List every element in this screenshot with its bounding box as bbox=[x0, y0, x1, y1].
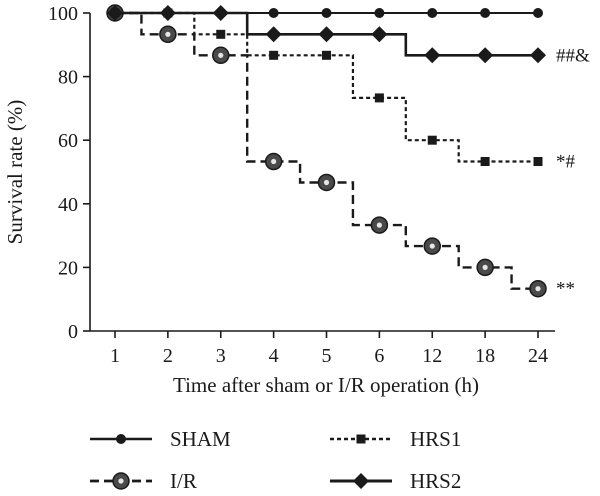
data-point-i-r-center bbox=[271, 159, 276, 164]
legend-marker-hrs1 bbox=[357, 435, 366, 444]
y-tick-label: 100 bbox=[48, 3, 78, 25]
data-point-i-r-center bbox=[377, 223, 382, 228]
x-tick-label: 18 bbox=[475, 345, 495, 367]
y-axis-title: Survival rate (%) bbox=[3, 100, 27, 245]
data-point-i-r-center bbox=[218, 53, 223, 58]
y-tick-label: 60 bbox=[58, 130, 78, 152]
data-point-sham bbox=[427, 8, 437, 18]
significance-label-hrs1: *# bbox=[556, 152, 576, 173]
y-tick-label: 80 bbox=[58, 67, 78, 89]
legend-label-i-r: I/R bbox=[170, 469, 197, 493]
legend: SHAM HRS1 I/R HRS2 bbox=[90, 427, 461, 493]
data-point-hrs1 bbox=[375, 93, 384, 102]
data-point-sham bbox=[533, 8, 543, 18]
data-point-i-r-center bbox=[165, 32, 170, 37]
x-tick-label: 1 bbox=[110, 345, 120, 367]
data-point-hrs2 bbox=[371, 26, 387, 42]
legend-label-sham: SHAM bbox=[170, 427, 231, 451]
data-point-hrs2 bbox=[424, 47, 440, 63]
data-point-i-r-center bbox=[430, 243, 435, 248]
x-tick-label: 4 bbox=[269, 345, 279, 367]
x-tick-label: 5 bbox=[322, 345, 332, 367]
data-point-hrs1 bbox=[269, 51, 278, 60]
data-point-sham bbox=[269, 8, 279, 18]
data-point-i-r-center bbox=[535, 286, 540, 291]
data-point-hrs2 bbox=[477, 47, 493, 63]
legend-marker-i-r-center bbox=[118, 478, 123, 483]
legend-marker-hrs2 bbox=[353, 473, 369, 489]
data-point-hrs1 bbox=[322, 51, 331, 60]
x-tick-label: 6 bbox=[374, 345, 384, 367]
data-point-sham bbox=[374, 8, 384, 18]
survival-chart: 0204060801001 2 3 4 5 6 12 18 24***###& Survival… bbox=[0, 0, 600, 496]
data-point-sham bbox=[216, 8, 226, 18]
x-axis-title: Time after sham or I/R operation (h) bbox=[173, 373, 479, 397]
data-point-i-r-center bbox=[483, 265, 488, 270]
data-point-hrs1 bbox=[428, 136, 437, 145]
x-tick-label: 3 bbox=[216, 345, 226, 367]
data-point-i-r-center bbox=[324, 180, 329, 185]
y-tick-label: 0 bbox=[68, 321, 78, 343]
x-tick-label: 24 bbox=[528, 345, 548, 367]
data-point-hrs1 bbox=[216, 30, 225, 39]
data-point-sham bbox=[480, 8, 490, 18]
x-tick-label: 12 bbox=[422, 345, 442, 367]
significance-label-i-r: ** bbox=[556, 279, 575, 300]
y-tick-label: 40 bbox=[58, 194, 78, 216]
y-tick-label: 20 bbox=[58, 257, 78, 279]
data-point-hrs2 bbox=[530, 47, 546, 63]
data-point-sham bbox=[322, 8, 332, 18]
data-point-hrs1 bbox=[534, 157, 543, 166]
legend-label-hrs1: HRS1 bbox=[410, 427, 461, 451]
legend-label-hrs2: HRS2 bbox=[410, 469, 461, 493]
x-tick-label: 2 bbox=[163, 345, 173, 367]
data-point-hrs1 bbox=[481, 157, 490, 166]
data-point-sham bbox=[163, 8, 173, 18]
data-point-hrs2 bbox=[266, 26, 282, 42]
legend-marker-sham bbox=[116, 434, 126, 444]
significance-label-hrs2: ##& bbox=[556, 45, 590, 66]
data-point-hrs2 bbox=[319, 26, 335, 42]
data-point-sham bbox=[110, 8, 120, 18]
